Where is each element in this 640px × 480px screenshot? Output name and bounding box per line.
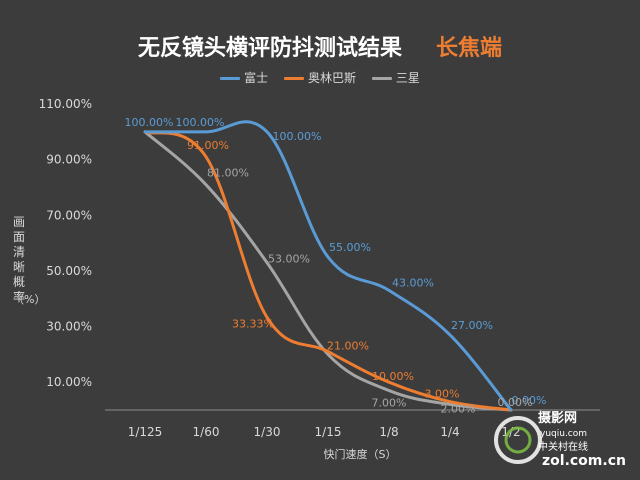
y-tick-label: 30.00% xyxy=(46,320,92,334)
y-tick-label: 70.00% xyxy=(46,208,92,222)
data-label-fuji: 100.00% xyxy=(176,116,225,129)
data-label-fuji: 43.00% xyxy=(392,276,434,289)
data-label-layer: 100.00% 100.00%100.00%55.00%43.00%27.00%0… xyxy=(125,116,547,416)
x-axis-title: 快门速度（S） xyxy=(324,447,397,461)
data-label-samsung: 81.00% xyxy=(207,167,249,180)
legend-label-olympus: 奥林巴斯 xyxy=(307,71,356,85)
data-label-olympus: 33.33% xyxy=(232,317,274,330)
watermark-logo-text: 中关村在线 xyxy=(538,440,588,453)
chart-subtitle: 长焦端 xyxy=(436,36,503,61)
legend-item-olympus: 奥林巴斯 xyxy=(283,69,356,86)
chart-legend: 富士 奥林巴斯 三星 xyxy=(0,69,640,86)
chart-title: 无反镜头横评防抖测试结果 xyxy=(137,36,402,61)
watermark-domain: zol.com.cn xyxy=(542,453,626,469)
data-label-samsung: 7.00% xyxy=(372,397,407,410)
y-tick-label: 90.00% xyxy=(46,153,92,167)
data-label-olympus: 3.00% xyxy=(425,388,460,401)
data-label-samsung: 0.00% xyxy=(498,396,533,409)
series-line-olympus xyxy=(143,130,513,412)
series-layer xyxy=(143,120,513,412)
data-label-fuji: 100.00% xyxy=(125,116,174,129)
legend-item-fuji: 富士 xyxy=(220,69,268,86)
legend-swatch-olympus xyxy=(283,77,304,80)
x-tick-label: 1/60 xyxy=(193,425,220,439)
x-tick-label: 1/8 xyxy=(379,425,398,439)
watermark-logo: 摄影网 yuqiu.com 中关村在线 zol.com.cn xyxy=(494,410,626,469)
series-line-fuji xyxy=(143,120,513,412)
x-tick-label: 1/125 xyxy=(128,425,163,439)
x-tick-label: 1/15 xyxy=(315,425,342,439)
legend-label-fuji: 富士 xyxy=(244,71,269,85)
y-axis-label: 画面清晰概率 xyxy=(12,215,25,304)
x-tick-label: 1/4 xyxy=(440,425,459,439)
y-tick-label: 10.00% xyxy=(46,375,92,389)
data-label-olympus: 10.00% xyxy=(372,370,414,383)
data-label-fuji: 100.00% xyxy=(273,130,322,143)
chart-title-row: 无反镜头横评防抖测试结果 长焦端 xyxy=(0,30,640,62)
legend-item-samsung: 三星 xyxy=(371,69,420,86)
data-label-olympus: 21.00% xyxy=(327,340,369,353)
legend-label-samsung: 三星 xyxy=(395,71,420,85)
watermark-site-cn: 摄影网 xyxy=(538,410,577,426)
y-tick-label: 110.00% xyxy=(39,97,92,111)
data-label-fuji: 55.00% xyxy=(329,241,371,254)
data-label-olympus: 91.00% xyxy=(187,139,229,152)
data-label-samsung: 2.00% xyxy=(441,402,476,415)
data-label-samsung: 53.00% xyxy=(268,253,310,266)
legend-swatch-fuji xyxy=(220,77,241,80)
y-tick-label: 50.00% xyxy=(46,264,92,278)
series-line-samsung xyxy=(143,130,513,412)
watermark-site-en: yuqiu.com xyxy=(540,429,587,439)
data-label-fuji: 27.00% xyxy=(451,319,493,332)
legend-swatch-samsung xyxy=(371,77,392,80)
axis-layer: 10.00% 30.00% 50.00% 70.00% 90.00% 110.00% 1/1… xyxy=(39,97,600,461)
x-tick-label: 1/30 xyxy=(254,425,281,439)
data-label-fuji: 0.00% xyxy=(512,394,547,407)
